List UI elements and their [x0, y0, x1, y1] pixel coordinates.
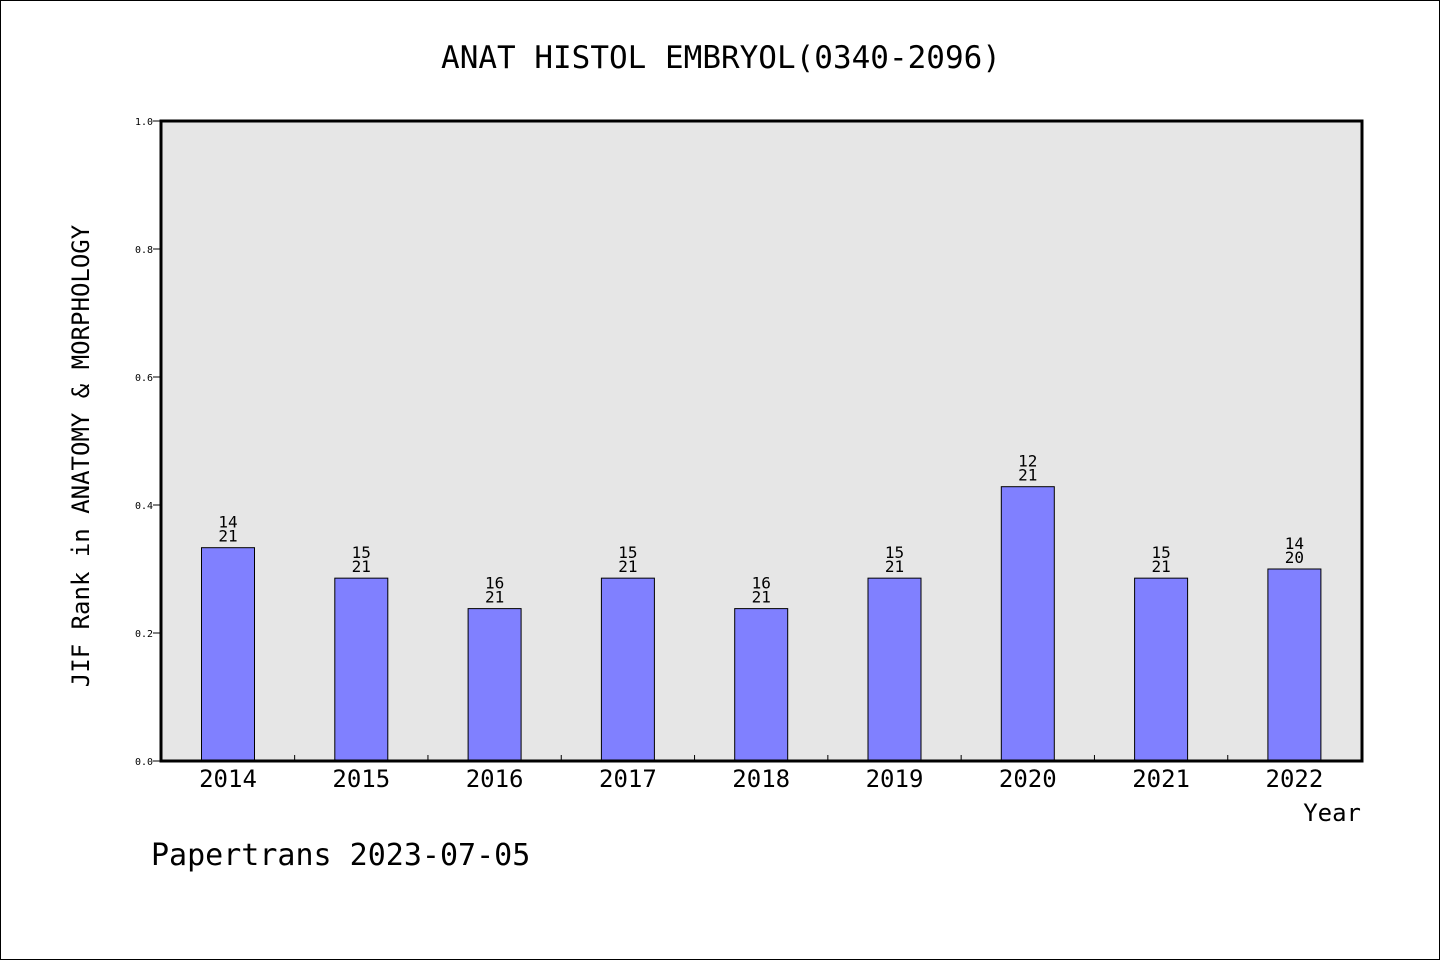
bar-label-denominator: 21 [352, 557, 371, 576]
bar-label-numerator: 15 [885, 543, 904, 562]
x-tick-label: 2020 [999, 765, 1057, 793]
y-tick-label: 1.0 [135, 117, 153, 128]
bar-label-denominator: 20 [1285, 548, 1304, 567]
bar-2021 [1134, 577, 1189, 762]
bar-label-numerator: 15 [352, 543, 371, 562]
y-tick-label: 0.0 [135, 757, 153, 768]
y-axis-label: JIF Rank in ANATOMY & MORPHOLOGY [67, 224, 95, 687]
y-tick-label: 0.2 [135, 629, 153, 640]
bar-label-denominator: 21 [218, 527, 237, 546]
y-tick-label: 0.4 [135, 501, 153, 512]
x-tick-label: 2021 [1132, 765, 1190, 793]
bar-2015 [334, 577, 389, 762]
bar-label-numerator: 12 [1018, 452, 1037, 471]
x-axis-label: Year [1303, 799, 1361, 827]
bar-label-denominator: 21 [1151, 557, 1170, 576]
bar-2014 [201, 547, 255, 762]
bar-label-denominator: 21 [752, 588, 771, 607]
bar-2017 [600, 577, 655, 762]
x-tick-label: 2016 [466, 765, 524, 793]
bar-2016 [467, 608, 522, 762]
bar-label-numerator: 14 [1285, 534, 1304, 553]
bar-label-numerator: 16 [485, 574, 504, 593]
bar-label-numerator: 14 [218, 513, 237, 532]
bar-label-numerator: 15 [618, 543, 637, 562]
y-tick-label: 0.8 [135, 245, 153, 256]
bar-label-denominator: 21 [485, 588, 504, 607]
plot-border [159, 119, 1364, 763]
bar-2018 [734, 608, 789, 762]
bar-label-denominator: 21 [618, 557, 637, 576]
bar-label-numerator: 15 [1151, 543, 1170, 562]
y-tick-label: 0.6 [135, 373, 153, 384]
x-tick-label: 2017 [599, 765, 657, 793]
x-tick-label: 2022 [1266, 765, 1324, 793]
bar-2020 [1000, 486, 1055, 762]
x-tick-label: 2014 [199, 765, 257, 793]
footer-watermark: Papertrans 2023-07-05 [151, 838, 530, 873]
bar-label-denominator: 21 [1018, 466, 1037, 485]
y-axis-ticks: 0.0 0.2 0.4 0.6 0.8 1.0 [135, 117, 161, 768]
x-axis-ticks: 2014 2015 2016 2017 2018 2019 2020 2021 2022 [199, 755, 1323, 793]
bars-group [201, 486, 1322, 762]
x-tick-label: 2018 [732, 765, 790, 793]
bar-label-numerator: 16 [752, 574, 771, 593]
x-tick-label: 2019 [866, 765, 924, 793]
bar-2019 [867, 577, 922, 762]
bar-2022 [1267, 568, 1322, 762]
x-tick-label: 2015 [332, 765, 390, 793]
chart-title: ANAT HISTOL EMBRYOL(0340-2096) [441, 40, 1001, 76]
bar-label-denominator: 21 [885, 557, 904, 576]
